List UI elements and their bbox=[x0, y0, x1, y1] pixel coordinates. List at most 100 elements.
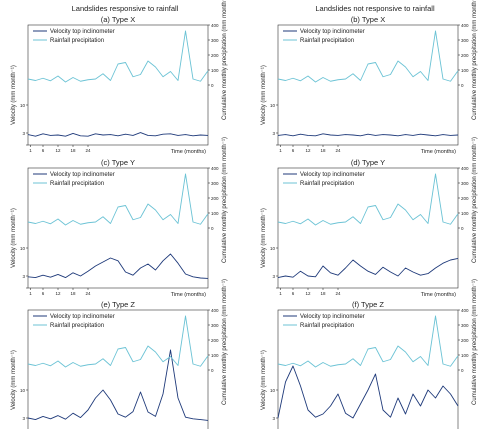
panel-6-y2tick-label: 400 bbox=[461, 308, 469, 313]
panel-2-xtick-label: 6 bbox=[292, 148, 295, 153]
panel-3-ytick-label: 10 bbox=[20, 246, 26, 251]
panel-3-xtick-label: 1 bbox=[29, 291, 32, 296]
panel-5-y2tick-label: 200 bbox=[211, 338, 219, 343]
panel-5-velocity-line bbox=[27, 349, 209, 421]
panel-4-xtick-label: 24 bbox=[335, 291, 341, 296]
panel-6-legend-label: Velocity top inclinometer bbox=[300, 314, 365, 320]
panel-3-legend-label: Rainfall precipitation bbox=[50, 181, 104, 187]
panel-5-y2tick-label: 0 bbox=[211, 368, 214, 373]
panel-1-xtick-label: 24 bbox=[85, 148, 91, 153]
panel-6-y2tick-label: 300 bbox=[461, 323, 469, 328]
panel-4-ytick-label: 3 bbox=[272, 274, 275, 279]
panel-2-xlabel: Time (months) bbox=[421, 149, 456, 155]
panel-4-y2tick-label: 0 bbox=[461, 226, 464, 231]
panel-6-rainfall-line bbox=[277, 315, 459, 368]
panel-3-title: (c) Type Y bbox=[101, 158, 135, 167]
panel-3-legend-label: Velocity top inclinometer bbox=[50, 172, 115, 178]
panel-4-y2label: Cumulative monthly precipitation (mm mon… bbox=[472, 137, 478, 263]
panel-3-xtick-label: 18 bbox=[70, 291, 76, 296]
panel-2-ytick-label: 10 bbox=[270, 103, 276, 108]
panel-1-ytick-label: 10 bbox=[20, 103, 26, 108]
panel-1-legend-label: Rainfall precipitation bbox=[50, 38, 104, 44]
panel-6-title: (f) Type Z bbox=[352, 300, 384, 309]
panel-6-velocity-line bbox=[277, 365, 459, 419]
panel-1-y2tick-label: 100 bbox=[211, 68, 219, 73]
panel-4-xtick-label: 12 bbox=[305, 291, 311, 296]
panel-6-y2label: Cumulative monthly precipitation (mm mon… bbox=[472, 279, 478, 405]
panel-2-rainfall-line bbox=[277, 30, 459, 83]
panel-6-ylabel: Velocity (mm month⁻¹) bbox=[261, 350, 267, 410]
panel-5-title: (e) Type Z bbox=[101, 300, 135, 309]
panel-2-y2tick-label: 0 bbox=[461, 83, 464, 88]
panel-1-legend-label: Velocity top inclinometer bbox=[50, 29, 115, 35]
panel-5-ytick-label: 10 bbox=[20, 388, 26, 393]
panel-3-y2tick-label: 200 bbox=[211, 196, 219, 201]
panel-2-velocity-line bbox=[277, 133, 459, 137]
panel-4-legend-label: Rainfall precipitation bbox=[300, 181, 354, 187]
panel-6-y2tick-label: 200 bbox=[461, 338, 469, 343]
panel-3-velocity-line bbox=[27, 253, 209, 279]
panel-1-xtick-label: 1 bbox=[29, 148, 32, 153]
panel-5-legend-label: Velocity top inclinometer bbox=[50, 314, 115, 320]
panel-4-velocity-line bbox=[277, 257, 459, 279]
panel-4-ylabel: Velocity (mm month⁻¹) bbox=[261, 208, 267, 268]
panel-5-y2tick-label: 400 bbox=[211, 308, 219, 313]
panel-1-ylabel: Velocity (mm month⁻¹) bbox=[11, 65, 17, 125]
panel-2-legend-label: Rainfall precipitation bbox=[300, 38, 354, 44]
panel-4-y2tick-label: 300 bbox=[461, 181, 469, 186]
panel-6-y2tick-label: 0 bbox=[461, 368, 464, 373]
panel-1-xtick-label: 12 bbox=[55, 148, 61, 153]
panel-4-legend-label: Velocity top inclinometer bbox=[300, 172, 365, 178]
panel-1-title: (a) Type X bbox=[101, 15, 135, 24]
panel-3-xtick-label: 6 bbox=[42, 291, 45, 296]
panel-5-y2tick-label: 300 bbox=[211, 323, 219, 328]
panel-5-y2label: Cumulative monthly precipitation (mm mon… bbox=[222, 279, 228, 405]
panel-3-y2tick-label: 0 bbox=[211, 226, 214, 231]
panel-2-y2label: Cumulative monthly precipitation (mm mon… bbox=[472, 0, 478, 120]
panel-5-ylabel: Velocity (mm month⁻¹) bbox=[11, 350, 17, 410]
panel-6-legend-label: Rainfall precipitation bbox=[300, 323, 354, 329]
panel-1-xtick-label: 18 bbox=[70, 148, 76, 153]
panel-1-y2tick-label: 200 bbox=[211, 53, 219, 58]
panel-2-ylabel: Velocity (mm month⁻¹) bbox=[261, 65, 267, 125]
panel-3-y2tick-label: 400 bbox=[211, 166, 219, 171]
panel-1-rainfall-line bbox=[27, 30, 209, 83]
panel-3-xtick-label: 12 bbox=[55, 291, 61, 296]
panel-3-y2label: Cumulative monthly precipitation (mm mon… bbox=[222, 137, 228, 263]
panel-2-xtick-label: 24 bbox=[335, 148, 341, 153]
panel-4-ytick-label: 10 bbox=[270, 246, 276, 251]
panel-5-ytick-label: 3 bbox=[22, 416, 25, 421]
panel-1-xlabel: Time (months) bbox=[171, 149, 206, 155]
panel-4-rainfall-line bbox=[277, 173, 459, 226]
panel-2-y2tick-label: 400 bbox=[461, 23, 469, 28]
panel-2-ytick-label: 3 bbox=[272, 131, 275, 136]
panel-4-xtick-label: 6 bbox=[292, 291, 295, 296]
panel-2-legend-label: Velocity top inclinometer bbox=[300, 29, 365, 35]
panel-4-xtick-label: 1 bbox=[279, 291, 282, 296]
panel-4-xtick-label: 18 bbox=[320, 291, 326, 296]
panel-1-xtick-label: 6 bbox=[42, 148, 45, 153]
panel-4-y2tick-label: 400 bbox=[461, 166, 469, 171]
panel-5-y2tick-label: 100 bbox=[211, 353, 219, 358]
panel-6-ytick-label: 3 bbox=[272, 416, 275, 421]
panel-3-y2tick-label: 300 bbox=[211, 181, 219, 186]
panel-3-y2tick-label: 100 bbox=[211, 211, 219, 216]
panel-5-legend-label: Rainfall precipitation bbox=[50, 323, 104, 329]
panel-3-ytick-label: 3 bbox=[22, 274, 25, 279]
panel-1-ytick-label: 3 bbox=[22, 131, 25, 136]
panel-3-rainfall-line bbox=[27, 173, 209, 226]
panel-3-xlabel: Time (months) bbox=[171, 292, 206, 298]
panel-4-xlabel: Time (months) bbox=[421, 292, 456, 298]
panel-2-y2tick-label: 200 bbox=[461, 53, 469, 58]
panel-2-title: (b) Type X bbox=[351, 15, 385, 24]
panel-1-y2tick-label: 400 bbox=[211, 23, 219, 28]
panel-2-xtick-label: 12 bbox=[305, 148, 311, 153]
panel-4-title: (d) Type Y bbox=[351, 158, 385, 167]
column-title-left: Landslides responsive to rainfall bbox=[71, 4, 179, 13]
panel-2-xtick-label: 18 bbox=[320, 148, 326, 153]
panel-1-y2tick-label: 0 bbox=[211, 83, 214, 88]
panel-1-y2label: Cumulative monthly precipitation (mm mon… bbox=[222, 0, 228, 120]
panel-2-y2tick-label: 300 bbox=[461, 38, 469, 43]
panel-3-ylabel: Velocity (mm month⁻¹) bbox=[11, 208, 17, 268]
